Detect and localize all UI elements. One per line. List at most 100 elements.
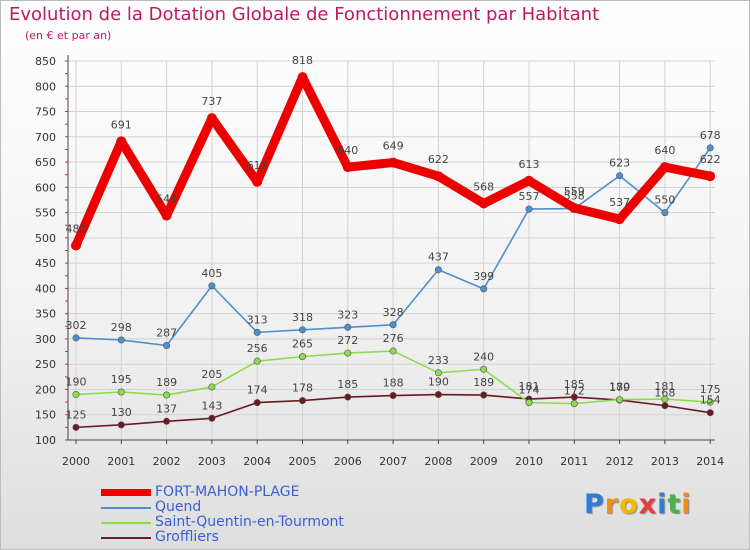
data-label-fort-mahon-plage: 622: [700, 153, 721, 166]
logo-letter: i: [681, 489, 692, 520]
data-point-fort-mahon-plage: [614, 214, 625, 225]
x-tick-label: 2010: [515, 455, 543, 468]
data-label-groffliers: 189: [473, 376, 494, 389]
data-point-saint-quentin-en-tourmont: [570, 400, 578, 408]
data-label-fort-mahon-plage: 611: [247, 159, 268, 172]
data-label-groffliers: 190: [428, 376, 449, 389]
data-label-quend: 623: [609, 157, 630, 170]
legend-label: FORT-MAHON-PLAGE: [155, 484, 300, 500]
data-label-saint-quentin-en-tourmont: 276: [383, 332, 404, 345]
logo-letter: r: [604, 489, 620, 520]
data-point-quend: [389, 321, 397, 329]
logo-letter: t: [667, 489, 682, 520]
data-point-saint-quentin-en-tourmont: [616, 396, 624, 404]
data-label-saint-quentin-en-tourmont: 240: [473, 350, 494, 363]
logo-letter: x: [638, 489, 658, 520]
data-point-fort-mahon-plage: [206, 113, 217, 124]
data-label-saint-quentin-en-tourmont: 174: [519, 384, 540, 397]
data-point-saint-quentin-en-tourmont: [434, 369, 442, 377]
legend-swatch: [101, 489, 151, 496]
data-point-quend: [706, 144, 714, 152]
y-tick-label: 100: [35, 434, 56, 447]
data-point-fort-mahon-plage: [659, 162, 670, 173]
data-point-saint-quentin-en-tourmont: [298, 353, 306, 361]
data-label-saint-quentin-en-tourmont: 195: [111, 373, 132, 386]
data-point-groffliers: [706, 409, 714, 417]
data-label-quend: 328: [383, 306, 404, 319]
y-tick-label: 600: [35, 181, 56, 194]
x-tick-label: 2014: [696, 455, 724, 468]
data-label-groffliers: 154: [700, 394, 721, 407]
data-label-saint-quentin-en-tourmont: 256: [247, 342, 268, 355]
data-point-groffliers: [72, 423, 80, 431]
data-label-quend: 323: [337, 308, 358, 321]
y-tick-label: 500: [35, 232, 56, 245]
data-label-groffliers: 181: [519, 380, 540, 393]
proxiti-logo: Proxiti: [584, 489, 692, 520]
data-point-saint-quentin-en-tourmont: [72, 391, 80, 399]
data-point-groffliers: [661, 402, 669, 410]
data-label-saint-quentin-en-tourmont: 190: [66, 376, 87, 389]
logo-letter: o: [619, 489, 639, 520]
data-label-quend: 298: [111, 321, 132, 334]
data-label-groffliers: 185: [337, 378, 358, 391]
data-label-groffliers: 137: [156, 402, 177, 415]
x-tick-label: 2004: [243, 455, 271, 468]
series-layer: [71, 72, 716, 431]
line-chart: 100 150 200 250 300 350 400 450 500 550 600 650 700 7…: [35, 54, 724, 468]
data-point-groffliers: [480, 391, 488, 399]
data-label-saint-quentin-en-tourmont: 272: [337, 334, 358, 347]
data-point-quend: [480, 285, 488, 293]
x-tick-label: 2007: [379, 455, 407, 468]
legend-label: Groffliers: [155, 529, 219, 545]
data-point-groffliers: [434, 391, 442, 399]
data-point-quend: [434, 266, 442, 274]
data-point-groffliers: [163, 417, 171, 425]
data-point-saint-quentin-en-tourmont: [661, 395, 669, 403]
y-tick-label: 450: [35, 257, 56, 270]
data-point-groffliers: [389, 392, 397, 400]
data-point-quend: [163, 342, 171, 350]
data-point-quend: [117, 336, 125, 344]
x-tick-label: 2011: [560, 455, 588, 468]
data-label-fort-mahon-plage: 622: [428, 153, 449, 166]
data-label-groffliers: 174: [247, 384, 268, 397]
data-point-quend: [525, 205, 533, 213]
legend-swatch: [101, 537, 151, 539]
data-point-fort-mahon-plage: [116, 136, 127, 147]
data-label-saint-quentin-en-tourmont: 265: [292, 338, 313, 351]
data-label-saint-quentin-en-tourmont: 172: [564, 385, 585, 398]
data-label-groffliers: 168: [654, 387, 675, 400]
data-label-fort-mahon-plage: 613: [519, 158, 540, 171]
data-label-quend: 302: [66, 319, 87, 332]
data-point-quend: [344, 323, 352, 331]
chart-subtitle: (en € et par an): [25, 29, 112, 42]
data-label-quend: 437: [428, 251, 449, 264]
data-label-groffliers: 185: [564, 378, 585, 391]
data-point-fort-mahon-plage: [705, 171, 716, 182]
data-point-groffliers: [253, 399, 261, 407]
data-label-fort-mahon-plage: 737: [201, 95, 222, 108]
data-point-saint-quentin-en-tourmont: [117, 388, 125, 396]
x-tick-label: 2013: [651, 455, 679, 468]
data-label-quend: 318: [292, 311, 313, 324]
data-label-fort-mahon-plage: 640: [654, 144, 675, 157]
data-label-quend: 558: [564, 190, 585, 203]
data-point-quend: [661, 209, 669, 217]
data-label-fort-mahon-plage: 691: [111, 118, 132, 131]
data-point-saint-quentin-en-tourmont: [208, 383, 216, 391]
axis-layer: 100 150 200 250 300 350 400 450 500 550 600 650 700 7…: [35, 55, 724, 468]
data-point-fort-mahon-plage: [433, 171, 444, 182]
x-tick-label: 2000: [62, 455, 90, 468]
data-point-quend: [208, 282, 216, 290]
data-label-saint-quentin-en-tourmont: 233: [428, 354, 449, 367]
data-label-saint-quentin-en-tourmont: 181: [654, 380, 675, 393]
data-label-groffliers: 143: [201, 399, 222, 412]
data-point-saint-quentin-en-tourmont: [389, 347, 397, 355]
data-point-groffliers: [208, 414, 216, 422]
y-tick-label: 850: [35, 55, 56, 68]
x-tick-label: 2006: [334, 455, 362, 468]
data-label-quend: 550: [654, 194, 675, 207]
data-point-quend: [298, 326, 306, 334]
